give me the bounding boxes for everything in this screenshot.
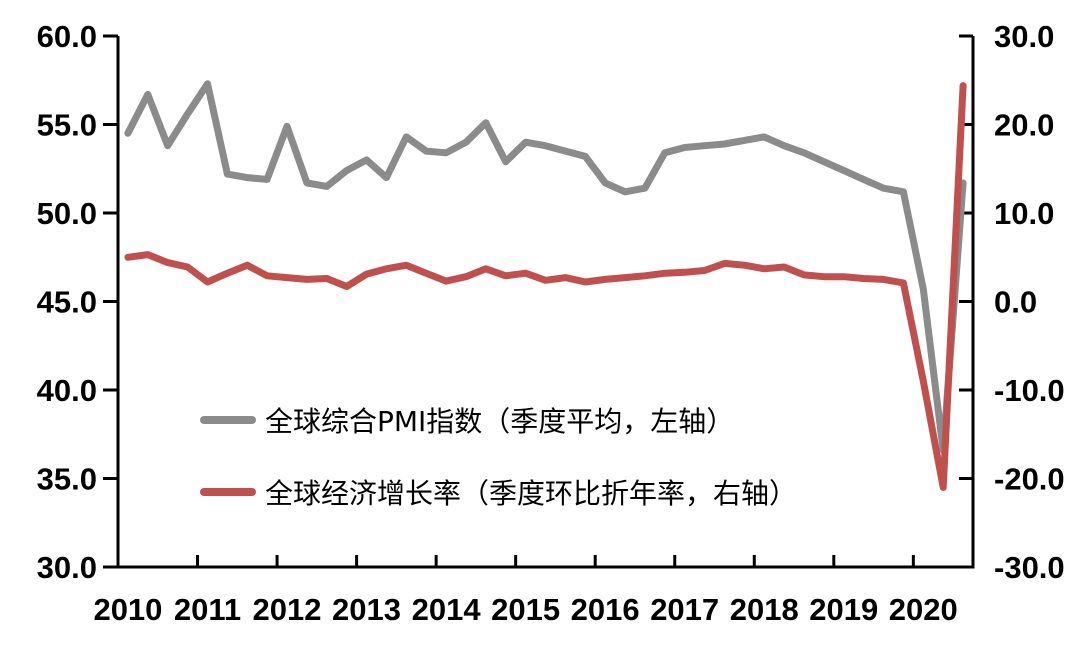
- left-axis-tick-label: 60.0: [37, 19, 97, 54]
- x-axis-year-label: 2017: [650, 592, 719, 627]
- pmi-line: [124, 80, 967, 454]
- left-axis-tick-label: 35.0: [37, 462, 97, 497]
- left-axis-tick-label: 55.0: [37, 108, 97, 143]
- left-axis-tick-label: 45.0: [37, 285, 97, 320]
- right-axis-tick-label: 20.0: [994, 108, 1054, 143]
- x-axis-year-label: 2010: [93, 592, 162, 627]
- growth-line: [124, 82, 967, 491]
- x-axis-year-label: 2013: [332, 592, 401, 627]
- x-axis-year-label: 2011: [174, 592, 241, 627]
- right-axis-tick-label: -10.0: [994, 373, 1065, 408]
- right-axis-tick-label: 10.0: [994, 196, 1054, 231]
- left-axis-tick-label: 50.0: [37, 196, 97, 231]
- x-axis-year-label: 2012: [253, 592, 322, 627]
- x-axis-year-label: 2018: [730, 592, 799, 627]
- right-axis-tick-label: -20.0: [994, 462, 1065, 497]
- x-axis-year-label: 2016: [571, 592, 640, 627]
- left-axis-tick-label: 40.0: [37, 373, 97, 408]
- x-axis-year-label: 2014: [412, 592, 482, 627]
- right-axis-tick-label: 30.0: [994, 19, 1054, 54]
- x-axis-year-label: 2019: [809, 592, 878, 627]
- x-axis-year-label: 2015: [491, 592, 560, 627]
- right-axis-tick-label: 0.0: [994, 285, 1037, 320]
- x-axis-year-label: 2020: [889, 592, 958, 627]
- left-axis-tick-label: 30.0: [37, 550, 97, 585]
- right-axis-tick-label: -30.0: [994, 550, 1065, 585]
